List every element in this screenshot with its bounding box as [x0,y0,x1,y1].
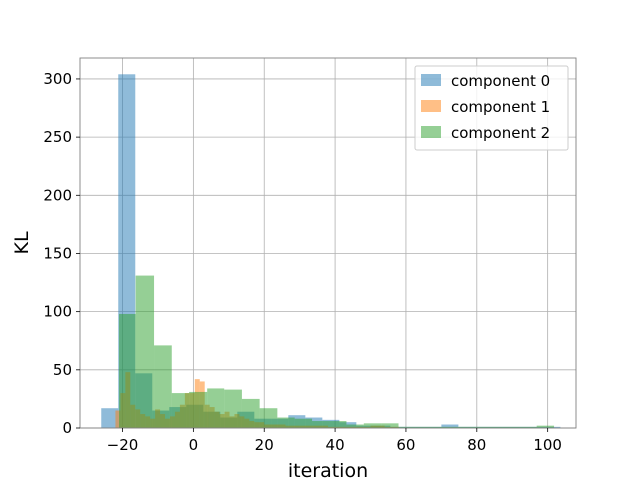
y-tick-label: 50 [53,361,72,379]
x-tick-label: 0 [189,436,199,454]
x-tick-label: 20 [255,436,274,454]
plot-frame [79,57,577,429]
histogram-bar [241,398,260,428]
legend-swatch [421,100,441,112]
legend-label: component 2 [451,124,550,142]
x-axis-label: iteration [288,460,368,480]
x-tick-label: 100 [533,436,562,454]
histogram-bar [101,408,119,428]
histogram-bar [415,426,433,428]
histogram-bar [381,423,399,428]
histogram-bar [484,426,503,428]
x-tick-label: 60 [396,436,415,454]
histogram-bar [171,393,190,428]
series-2-bars [118,275,555,428]
histogram-bar [536,425,555,428]
histogram-bar [467,426,485,428]
legend-label: component 0 [451,72,550,90]
y-tick-label: 100 [43,303,72,321]
histogram-bar [118,313,136,428]
histogram-bar [154,345,172,428]
x-tick-label: −20 [107,436,139,454]
histogram-bar [207,388,225,428]
y-tick-label: 250 [43,128,72,146]
histogram-bar [441,424,459,428]
histogram-bar [329,421,347,428]
histogram-bar [519,426,537,428]
histogram-bar [189,391,208,428]
legend-box [414,65,569,151]
bars [101,74,561,428]
ticks: −20 0 20 40 60 80 100 0 50 100 150 200 250 300 [43,70,562,454]
y-axis-label: KL [11,231,33,254]
histogram-bar [346,424,364,428]
y-tick-label: 200 [43,186,72,204]
histogram-bar [312,421,330,428]
y-tick-label: 300 [43,70,72,88]
histogram-bar [259,408,278,428]
legend-swatch [421,126,441,138]
y-tick-label: 150 [43,244,72,262]
histogram-bar [115,410,121,428]
legend: component 0 component 1 component 2 [414,65,569,151]
histogram-bar [277,417,295,428]
legend-swatch [421,74,441,86]
histogram-bar [450,426,468,428]
histogram-bar [363,423,382,428]
histogram-bar [502,426,520,428]
y-tick-label: 0 [62,419,72,437]
legend-label: component 1 [451,98,550,116]
histogram-bar [398,426,416,428]
histogram-bar [224,389,242,428]
x-tick-label: 40 [326,436,345,454]
histogram-bar [294,418,313,428]
histogram-bar [135,275,155,428]
x-tick-label: 80 [467,436,486,454]
histogram-bar [432,426,451,428]
